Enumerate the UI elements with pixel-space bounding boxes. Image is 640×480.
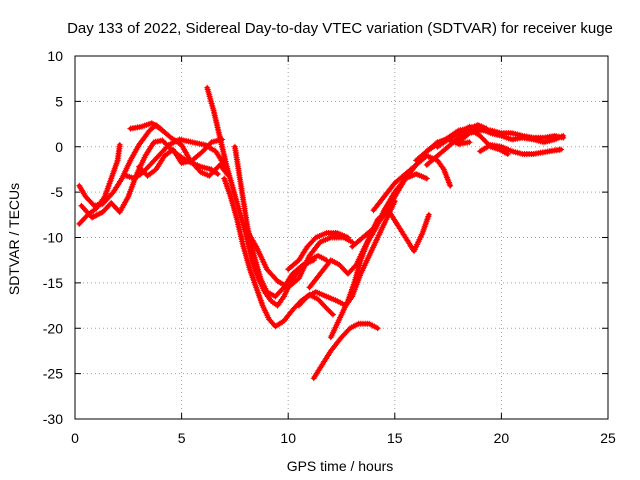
y-axis-label: SDTVAR / TECUs [6, 183, 22, 295]
series-track-20 [455, 127, 567, 146]
x-tick-label: 5 [178, 430, 186, 446]
series-markers [310, 320, 381, 382]
x-tick-label: 10 [280, 430, 296, 446]
series-markers [127, 120, 232, 179]
axis-ticks: 0 5 10 15 20 25 -30 -25 -20 -15 -10 -5 0 5 10 [43, 48, 616, 446]
y-tick-label: 5 [55, 93, 63, 109]
series-track-6 [136, 136, 226, 179]
x-tick-label: 20 [494, 430, 510, 446]
y-tick-label: -20 [43, 320, 63, 336]
y-tick-label: 0 [55, 139, 63, 155]
series-track-21 [477, 141, 565, 157]
y-tick-label: -10 [43, 230, 63, 246]
series-track-14 [310, 320, 381, 382]
x-tick-label: 0 [71, 430, 79, 446]
data-layer [76, 84, 567, 382]
chart-title: Day 133 of 2022, Sidereal Day-to-day VTE… [67, 20, 613, 37]
x-axis-label: GPS time / hours [287, 458, 394, 474]
y-tick-label: -5 [51, 184, 64, 200]
series-markers [76, 122, 166, 209]
series-markers [242, 225, 356, 291]
series-track-2 [76, 122, 166, 209]
x-tick-label: 25 [600, 430, 616, 446]
series-track-5 [127, 120, 232, 179]
y-tick-label: 10 [47, 48, 63, 64]
series-markers [477, 141, 565, 157]
series-markers [455, 127, 567, 146]
y-tick-label: -30 [43, 411, 63, 427]
series-track-8 [221, 175, 336, 330]
series-track-22 [423, 122, 490, 168]
y-tick-label: -25 [43, 366, 63, 382]
series-markers [221, 175, 336, 330]
series-markers [423, 122, 490, 168]
series-markers [285, 230, 351, 273]
x-tick-label: 15 [387, 430, 403, 446]
grid [75, 56, 608, 419]
series-track-11 [285, 230, 351, 273]
series-markers [136, 136, 226, 179]
series-track-10 [242, 225, 356, 291]
y-tick-label: -15 [43, 275, 63, 291]
